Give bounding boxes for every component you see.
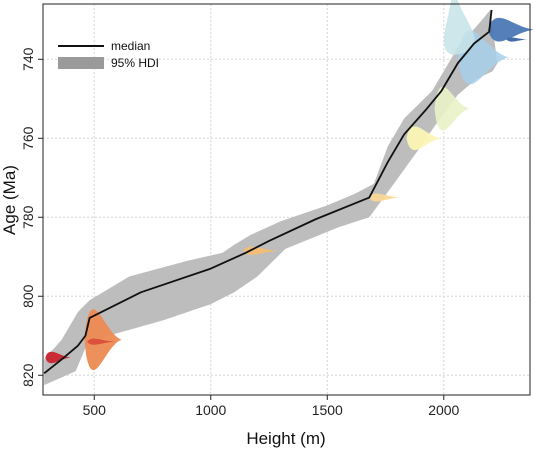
x-tick-label: 500 bbox=[83, 402, 107, 418]
density-shape-6 bbox=[406, 126, 442, 151]
y-axis: 740 760 780 800 820 bbox=[20, 47, 43, 387]
y-tick-label: 820 bbox=[20, 363, 36, 387]
x-axis-title: Height (m) bbox=[246, 429, 325, 448]
plot-frame bbox=[42, 3, 531, 396]
hdi-band-layer bbox=[44, 9, 498, 386]
density-shape-9 bbox=[443, 0, 475, 56]
x-axis: 500 1000 1500 2000 bbox=[83, 395, 460, 418]
median-line bbox=[43, 9, 493, 374]
legend-hdi-swatch bbox=[58, 57, 104, 69]
y-tick-label: 780 bbox=[20, 205, 36, 229]
y-tick-label: 800 bbox=[20, 284, 36, 308]
legend: median 95% HDI bbox=[58, 39, 159, 70]
density-shape-11 bbox=[506, 37, 528, 42]
y-tick-label: 760 bbox=[20, 126, 36, 150]
density-shape-10 bbox=[488, 17, 533, 42]
grid bbox=[43, 4, 530, 395]
median-line-layer bbox=[43, 9, 493, 374]
density-shape-7 bbox=[434, 86, 470, 131]
density-shape-1 bbox=[45, 351, 71, 364]
hdi-band bbox=[44, 9, 498, 386]
x-tick-label: 1000 bbox=[195, 402, 226, 418]
density-layer bbox=[45, 0, 533, 371]
x-tick-label: 2000 bbox=[428, 402, 459, 418]
density-shape-2 bbox=[84, 309, 122, 371]
y-axis-title: Age (Ma) bbox=[0, 165, 19, 235]
density-shape-5 bbox=[369, 193, 400, 202]
legend-hdi-label: 95% HDI bbox=[111, 56, 159, 70]
x-tick-label: 1500 bbox=[312, 402, 343, 418]
density-shape-3 bbox=[87, 338, 116, 345]
legend-median-label: median bbox=[111, 39, 150, 53]
y-tick-label: 740 bbox=[20, 47, 36, 71]
